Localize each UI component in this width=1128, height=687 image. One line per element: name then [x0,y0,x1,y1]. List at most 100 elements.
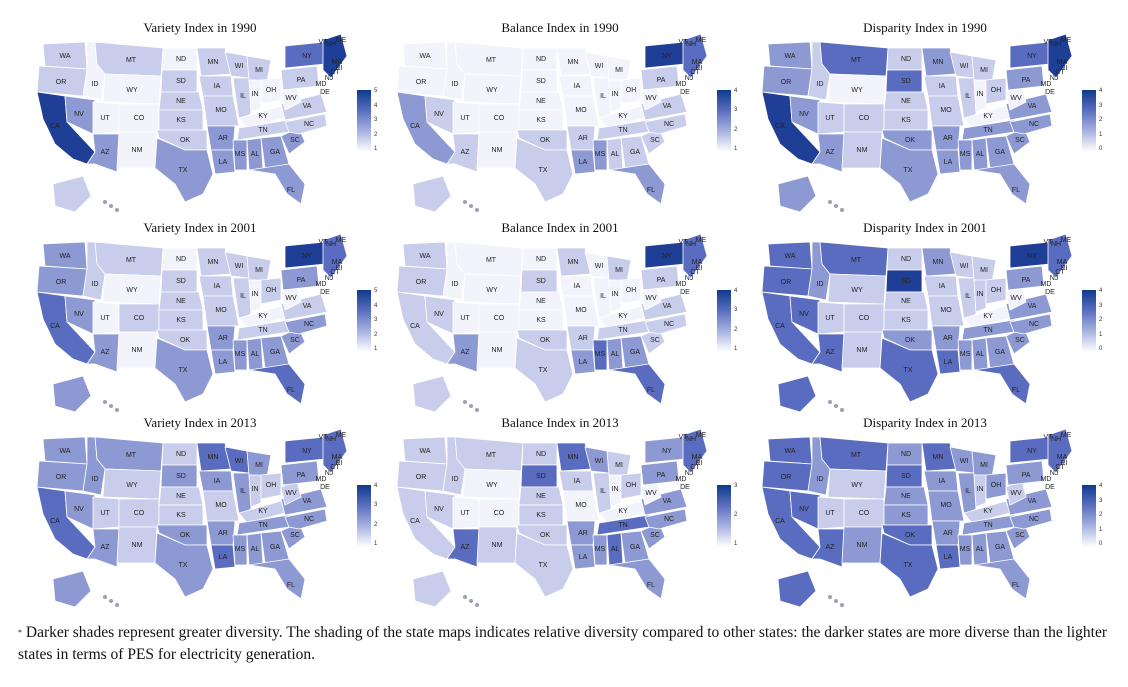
color-legend: 4 3 2 1 [717,288,757,370]
legend-tick-label: 3 [374,117,378,123]
state-label: VT [1044,239,1054,246]
state-label: NE [176,298,186,305]
state-label: SD [901,278,911,285]
state-label: TN [983,127,992,134]
hawaii-island [115,208,119,212]
state-ms [957,534,973,566]
state-label: ME [696,37,707,44]
legend-color-bar [357,90,371,152]
state-label: KY [258,313,268,320]
state-label: AZ [101,544,111,551]
state-label: MD [316,81,327,88]
state-nc [644,313,688,335]
state-label: NY [302,53,312,60]
state-label: IA [214,83,221,90]
state-la [935,149,961,175]
state-label: NE [176,493,186,500]
state-mo [927,490,965,522]
hawaii-island [469,404,473,408]
state-label: GA [995,349,1005,356]
hawaii-island [109,204,113,208]
state-label: VA [303,303,312,310]
state-label: MT [486,452,497,459]
state-label: DE [320,484,330,491]
state-label: VT [319,434,329,441]
state-label: IL [965,488,971,495]
legend-tick-label: 2 [374,131,378,138]
state-label: GA [630,149,640,156]
state-label: NH [326,41,336,48]
color-legend: 4 3 2 1 0 [1082,483,1122,565]
state-label: MA [332,259,343,266]
state-fl [608,363,666,405]
state-label: KS [536,512,546,519]
legend-tick-label: 1 [1099,526,1103,533]
state-label: FL [1012,187,1020,194]
state-label: SD [176,278,186,285]
state-label: ME [1061,237,1072,244]
state-label: WY [126,87,138,94]
state-label: OR [416,474,427,481]
state-label: TN [258,522,267,529]
state-label: AZ [101,149,111,156]
state-label: AR [578,135,588,142]
state-label: WA [784,448,795,455]
state-label: ME [696,432,707,439]
state-label: AZ [826,544,836,551]
state-label: NV [74,311,84,318]
state-label: AZ [461,544,471,551]
state-label: MA [692,259,703,266]
state-ne_reg [322,34,348,79]
state-label: KY [618,508,628,515]
state-label: AR [218,530,228,537]
state-label: WI [235,263,244,270]
panel-title: Disparity Index in 1990 [863,20,987,35]
state-label: MI [980,67,988,74]
color-legend: 4 3 2 1 [357,483,397,565]
state-label: KS [536,317,546,324]
state-label: WI [960,458,969,465]
state-label: NV [74,111,84,118]
state-label: TX [179,167,188,174]
state-label: NC [304,321,314,328]
legend-tick-label: 4 [374,483,378,489]
state-label: MO [940,107,952,114]
state-label: MO [575,107,587,114]
state-label: KY [983,508,993,515]
state-label: PA [657,472,666,479]
panel-title: Variety Index in 1990 [143,20,257,35]
state-label: MA [332,59,343,66]
state-label: NV [799,111,809,118]
hawaii-island [828,595,832,599]
state-label: FL [287,582,295,589]
state-label: NE [536,298,546,305]
state-label: KS [176,317,186,324]
state-label: KY [983,113,993,120]
map-panel: Disparity Index in 2013 WA OR CA NV ID MT WY UT C… [760,415,1128,615]
state-label: NM [132,542,143,549]
state-label: CT [330,269,340,276]
state-fl [973,558,1031,600]
state-label: WV [645,95,657,102]
state-tx [154,137,214,203]
state-label: CA [775,518,785,525]
state-label: ND [536,256,546,263]
state-label: MN [208,59,219,66]
state-label: CO [859,510,870,517]
state-il [957,472,977,516]
state-label: WY [486,87,498,94]
state-label: OR [56,279,67,286]
state-label: AZ [826,349,836,356]
state-fl [248,163,306,205]
state-nc [284,313,328,335]
state-oh [260,472,282,500]
state-label: MS [595,351,606,358]
state-label: CA [50,518,60,525]
state-la [570,544,596,570]
state-label: WA [419,448,430,455]
state-label: ME [1061,37,1072,44]
state-in [608,474,622,508]
state-label: TN [983,522,992,529]
state-in [248,279,262,313]
state-label: NV [434,111,444,118]
